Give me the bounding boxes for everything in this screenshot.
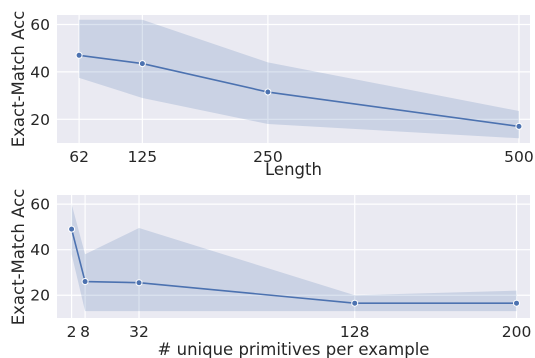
plot-area (57, 15, 530, 143)
data-points (68, 225, 521, 307)
confidence-band (79, 19, 519, 139)
y-tick-label: 60 (30, 16, 50, 34)
x-tick-label: 128 (340, 323, 370, 341)
data-point (515, 122, 523, 130)
chart-primitives: 2 8 32 128 200 20 40 60 # unique primitives pe… (9, 189, 531, 358)
x-tick-label: 62 (69, 148, 89, 166)
data-point (75, 51, 83, 59)
data-points (75, 51, 523, 130)
chart-length: 62 125 250 500 20 40 60 Length Exact-Match Ac… (9, 11, 534, 179)
y-tick-label: 20 (30, 287, 50, 305)
x-tick-label: 200 (502, 323, 532, 341)
y-axis-label: Exact-Match Acc (9, 11, 28, 148)
y-tick-labels: 20 40 60 (30, 196, 50, 305)
y-tick-label: 20 (30, 111, 50, 129)
data-point (513, 299, 521, 307)
y-tick-label: 40 (30, 63, 50, 81)
data-point (351, 299, 359, 307)
data-point (138, 60, 146, 68)
y-tick-label: 60 (30, 196, 50, 214)
x-tick-label: 8 (80, 323, 90, 341)
y-axis-label: Exact-Match Acc (9, 189, 28, 326)
x-tick-label: 125 (128, 148, 158, 166)
x-axis-label: Length (265, 160, 322, 179)
x-tick-label: 32 (129, 323, 149, 341)
gridlines (57, 195, 530, 318)
y-tick-labels: 20 40 60 (30, 16, 50, 129)
data-point (81, 278, 89, 286)
accuracy-line (78, 54, 520, 128)
x-tick-label: 250 (253, 148, 283, 166)
x-tick-labels: 2 8 32 128 200 (67, 323, 532, 341)
data-point (68, 225, 76, 233)
gridlines (57, 15, 530, 143)
x-tick-label: 500 (504, 148, 534, 166)
x-axis-label: # unique primitives per example (158, 340, 430, 358)
data-point (135, 279, 143, 287)
x-tick-label: 2 (67, 323, 77, 341)
data-point (264, 88, 272, 96)
confidence-band (71, 204, 517, 312)
x-tick-labels: 62 125 250 500 (69, 148, 534, 166)
y-tick-label: 40 (30, 241, 50, 259)
